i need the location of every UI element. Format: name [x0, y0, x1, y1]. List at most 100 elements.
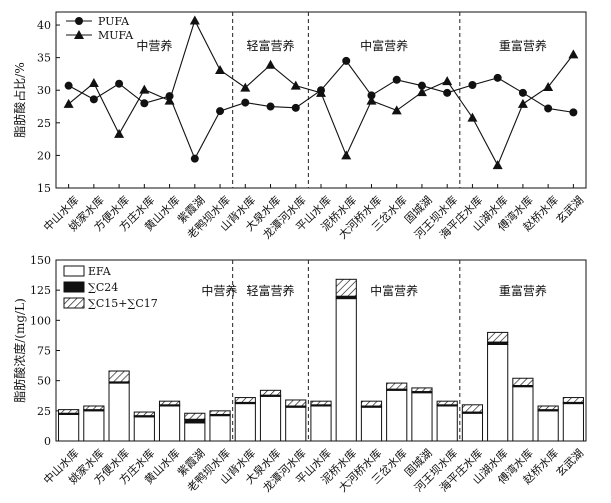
data-point-mufa	[189, 15, 200, 25]
data-point-pufa	[216, 107, 225, 116]
bar-segment-efa	[562, 403, 584, 442]
data-point-pufa	[569, 108, 578, 117]
data-point-pufa	[342, 56, 351, 65]
y-axis-label: 脂肪酸浓度/(mg/L)	[12, 298, 27, 402]
group-label: 重富营养	[499, 38, 547, 53]
bar-segment-c15-c17	[512, 377, 534, 386]
y-tick-label: 150	[30, 254, 51, 267]
data-point-mufa	[416, 87, 427, 97]
y-tick-label: 40	[37, 19, 51, 32]
bar-segment-c15-c17	[209, 410, 231, 415]
y-tick-label: 15	[37, 182, 51, 195]
data-point-mufa	[265, 59, 276, 69]
bar-segment-efa	[158, 405, 181, 442]
y-tick-label: 0	[44, 435, 51, 448]
bar-segment-efa	[209, 415, 231, 442]
data-point-mufa	[114, 128, 125, 138]
y-tick-label: 25	[37, 117, 51, 130]
data-point-mufa	[492, 160, 503, 170]
legend-label-efa: EFA	[88, 265, 112, 278]
group-label: 轻富营养	[247, 283, 295, 298]
legend-label-c15-c17: ∑C15+∑C17	[88, 297, 158, 310]
data-point-mufa	[290, 80, 301, 90]
y-tick-label: 75	[37, 345, 51, 358]
group-label: 中富营养	[370, 283, 418, 298]
group-label: 中富营养	[360, 38, 408, 53]
data-point-mufa	[240, 82, 251, 92]
data-point-pufa	[89, 95, 98, 104]
data-point-pufa	[417, 81, 426, 90]
bar-segment-efa	[285, 406, 307, 442]
bar-segment-c15-c17	[360, 400, 383, 407]
y-tick-label: 30	[37, 84, 51, 97]
bar-segment-efa	[259, 395, 282, 442]
data-point-mufa	[164, 95, 175, 105]
bar-segment-c15-c17	[411, 387, 433, 393]
bar-segment-c15-c17	[184, 412, 206, 420]
data-point-mufa	[366, 95, 377, 105]
bar-segment-efa	[310, 405, 332, 442]
bar-segment-efa	[83, 410, 105, 442]
legend-label-pufa: PUFA	[98, 15, 130, 28]
data-point-pufa	[443, 88, 452, 97]
bar-segment-efa	[537, 410, 559, 442]
x-tick-label: 玄武湖	[553, 193, 586, 226]
data-point-mufa	[88, 78, 99, 88]
bar-segment-c15-c17	[562, 397, 584, 403]
data-point-mufa	[341, 150, 352, 160]
bar-segment-c15-c17	[537, 405, 559, 411]
data-point-pufa	[190, 154, 199, 163]
data-point-pufa	[468, 81, 477, 90]
y-axis-label: 脂肪酸占比/%	[12, 62, 27, 137]
legend-swatch-c15-c17	[63, 297, 85, 309]
data-point-pufa	[493, 73, 502, 82]
bar-segment-c15-c17	[461, 404, 484, 413]
data-point-mufa	[517, 98, 528, 108]
bar-segment-efa	[108, 382, 130, 442]
bar-segment-c15-c17	[335, 278, 357, 297]
bar-segment-c15-c17	[386, 382, 408, 390]
data-point-mufa	[139, 84, 150, 94]
bar-segment-efa	[184, 422, 206, 442]
bar-segment-c15-c17	[133, 411, 155, 417]
bar-segment-c15-c17	[436, 400, 458, 406]
y-tick-label: 100	[30, 314, 51, 327]
group-label: 轻富营养	[247, 38, 295, 53]
bar-segment-efa	[436, 405, 458, 442]
fatty-acid-stacked-bar-chart: 0 25 50 75 100 125 150 脂肪酸浓度/(mg/L) 中营养 轻富营养 中富营养 重…	[12, 254, 587, 495]
group-label: 重富营养	[499, 283, 547, 298]
data-point-mufa	[316, 87, 326, 97]
legend-marker-pufa	[75, 17, 83, 25]
bar-segment-efa	[133, 416, 155, 442]
bar-segment-efa	[360, 406, 383, 442]
legend-label-mufa: MUFA	[98, 29, 134, 42]
data-point-pufa	[544, 104, 553, 113]
data-point-mufa	[391, 105, 402, 115]
data-point-pufa	[140, 99, 149, 108]
bar-segment-c15-c17	[108, 370, 130, 383]
data-point-mufa	[63, 98, 74, 108]
y-tick-label: 25	[37, 405, 51, 418]
bar-segment-efa	[234, 403, 256, 442]
bar-segment-c24	[184, 418, 206, 424]
legend-marker-mufa	[74, 30, 84, 39]
bar-segment-efa	[386, 389, 408, 442]
bar-segment-c15-c17	[259, 389, 282, 396]
data-point-mufa	[568, 49, 579, 59]
bar-segment-efa	[487, 343, 509, 442]
data-point-pufa	[64, 81, 73, 90]
data-point-pufa	[241, 98, 250, 107]
y-tick-label: 20	[37, 149, 51, 162]
legend-swatch-efa	[63, 265, 85, 277]
data-point-mufa	[543, 81, 554, 91]
data-point-pufa	[367, 91, 376, 100]
x-tick-label: 玄武湖	[553, 446, 586, 479]
data-point-pufa	[518, 88, 527, 97]
data-point-mufa	[442, 76, 453, 86]
bar-segment-c15-c17	[285, 399, 307, 407]
bar-segment-c15-c17	[487, 331, 509, 343]
bar-segment-efa	[512, 386, 534, 442]
legend-swatch-c24	[63, 281, 85, 293]
bar-segment-efa	[58, 413, 80, 442]
